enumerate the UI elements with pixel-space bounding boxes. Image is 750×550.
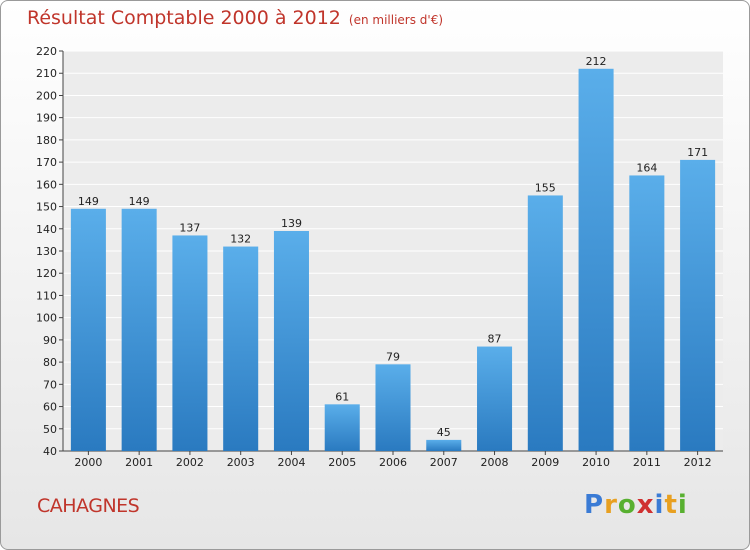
bar xyxy=(223,246,259,451)
bar-value-label: 132 xyxy=(230,233,251,246)
chart-title: Résultat Comptable 2000 à 2012 (en millie… xyxy=(27,7,443,29)
x-tick-label: 2008 xyxy=(481,456,509,469)
y-tick-label: 200 xyxy=(36,89,57,102)
y-tick-label: 50 xyxy=(43,423,57,436)
x-tick-label: 2000 xyxy=(74,456,102,469)
x-tick-label: 2002 xyxy=(176,456,204,469)
bar-value-label: 87 xyxy=(488,333,502,346)
bar xyxy=(121,208,157,451)
y-tick-label: 60 xyxy=(43,401,57,414)
x-tick-label: 2006 xyxy=(379,456,407,469)
x-tick-label: 2005 xyxy=(328,456,356,469)
bar xyxy=(680,159,716,451)
y-tick-label: 110 xyxy=(36,289,57,302)
y-tick-label: 190 xyxy=(36,112,57,125)
bar xyxy=(477,346,513,451)
bar xyxy=(578,68,614,452)
y-tick-label: 100 xyxy=(36,312,57,325)
x-tick-label: 2011 xyxy=(633,456,661,469)
bar-value-label: 61 xyxy=(335,390,349,403)
place-name: CAHAGNES xyxy=(37,495,140,517)
bar xyxy=(324,404,360,451)
y-tick-label: 130 xyxy=(36,245,57,258)
y-tick-label: 40 xyxy=(43,445,57,458)
bar-value-label: 149 xyxy=(129,195,150,208)
bar xyxy=(527,195,563,451)
bar xyxy=(375,364,411,451)
bar-value-label: 171 xyxy=(687,146,708,159)
bar xyxy=(70,208,106,451)
bar-value-label: 164 xyxy=(636,161,657,174)
y-tick-label: 160 xyxy=(36,178,57,191)
bar xyxy=(629,175,665,451)
y-tick-label: 70 xyxy=(43,378,57,391)
bar-value-label: 155 xyxy=(535,181,556,194)
bar-value-label: 212 xyxy=(586,55,607,68)
bar-value-label: 137 xyxy=(179,221,200,234)
y-tick-label: 210 xyxy=(36,67,57,80)
y-tick-label: 220 xyxy=(36,45,57,58)
x-tick-label: 2003 xyxy=(227,456,255,469)
y-tick-label: 150 xyxy=(36,201,57,214)
chart-subtitle: (en milliers d'€) xyxy=(348,13,444,27)
y-tick-label: 90 xyxy=(43,334,57,347)
bar-value-label: 139 xyxy=(281,217,302,230)
x-tick-label: 2007 xyxy=(430,456,458,469)
y-tick-label: 180 xyxy=(36,134,57,147)
bar-value-label: 45 xyxy=(437,426,451,439)
x-tick-label: 2012 xyxy=(684,456,712,469)
bar-value-label: 79 xyxy=(386,350,400,363)
y-tick-label: 120 xyxy=(36,267,57,280)
x-tick-label: 2001 xyxy=(125,456,153,469)
x-tick-label: 2009 xyxy=(531,456,559,469)
bar xyxy=(172,235,208,451)
bar xyxy=(426,439,462,451)
y-tick-label: 140 xyxy=(36,223,57,236)
y-tick-label: 170 xyxy=(36,156,57,169)
y-tick-label: 80 xyxy=(43,356,57,369)
bar xyxy=(273,231,309,451)
x-tick-label: 2010 xyxy=(582,456,610,469)
chart-title-text: Résultat Comptable 2000 à 2012 xyxy=(27,7,341,29)
x-tick-label: 2004 xyxy=(277,456,305,469)
bar-value-label: 149 xyxy=(78,195,99,208)
proxiti-logo[interactable]: Proxiti xyxy=(584,490,688,520)
